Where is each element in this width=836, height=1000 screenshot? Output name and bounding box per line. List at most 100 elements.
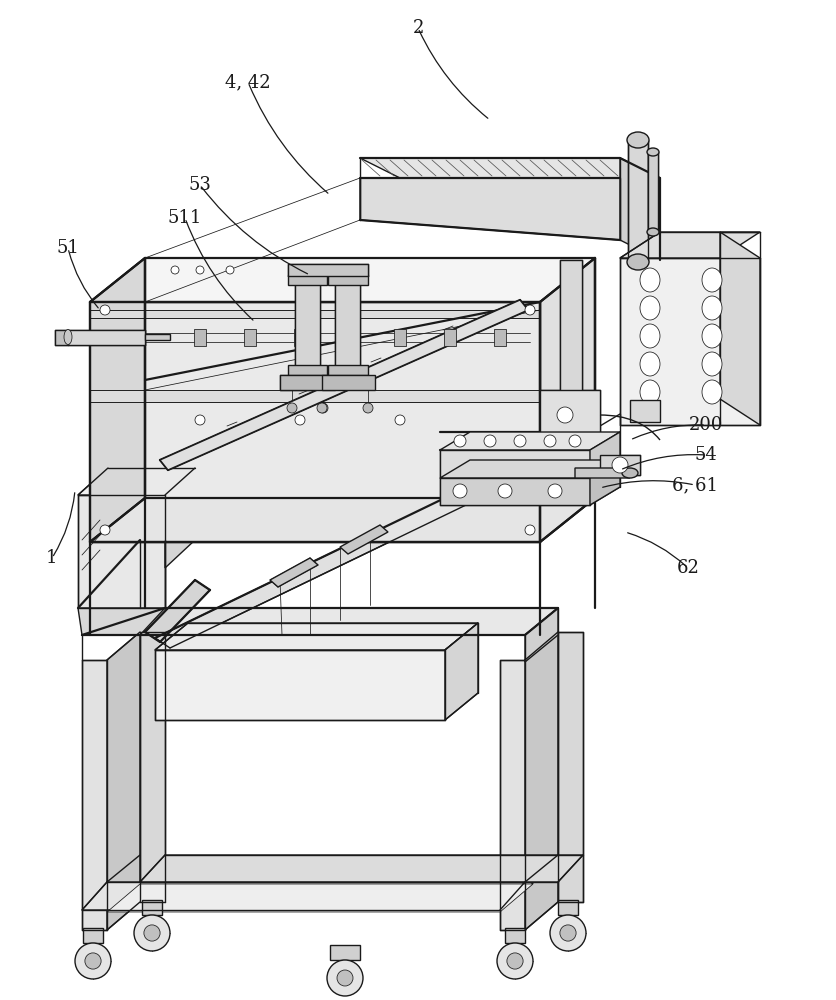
Polygon shape — [288, 275, 327, 285]
Polygon shape — [82, 660, 107, 930]
Polygon shape — [82, 882, 525, 910]
Polygon shape — [78, 468, 195, 495]
Circle shape — [327, 960, 363, 996]
Polygon shape — [165, 468, 195, 568]
Polygon shape — [330, 945, 360, 960]
Ellipse shape — [640, 296, 660, 320]
Circle shape — [144, 925, 161, 941]
Polygon shape — [360, 158, 660, 178]
Polygon shape — [90, 258, 595, 302]
Polygon shape — [344, 329, 356, 346]
Polygon shape — [68, 330, 145, 345]
Circle shape — [497, 943, 533, 979]
Polygon shape — [500, 855, 558, 910]
Ellipse shape — [640, 380, 660, 404]
Circle shape — [548, 484, 562, 498]
Text: 4, 42: 4, 42 — [225, 73, 271, 91]
Circle shape — [196, 266, 204, 274]
Polygon shape — [145, 580, 210, 642]
Polygon shape — [620, 158, 660, 260]
Polygon shape — [90, 390, 540, 402]
Polygon shape — [590, 460, 620, 505]
Polygon shape — [340, 525, 388, 554]
Circle shape — [226, 266, 234, 274]
Text: 1: 1 — [46, 549, 58, 567]
Polygon shape — [628, 140, 648, 262]
Polygon shape — [328, 275, 368, 285]
Polygon shape — [444, 329, 456, 346]
Circle shape — [560, 925, 576, 941]
Polygon shape — [394, 329, 406, 346]
Ellipse shape — [627, 132, 649, 148]
Ellipse shape — [627, 254, 649, 270]
Circle shape — [318, 403, 328, 413]
Text: 62: 62 — [676, 559, 700, 577]
Polygon shape — [90, 302, 540, 542]
Polygon shape — [142, 900, 162, 915]
Circle shape — [317, 403, 327, 413]
Ellipse shape — [64, 330, 72, 344]
Ellipse shape — [647, 228, 659, 236]
Polygon shape — [360, 178, 620, 240]
Ellipse shape — [640, 352, 660, 376]
Ellipse shape — [702, 380, 722, 404]
Ellipse shape — [640, 268, 660, 292]
Polygon shape — [155, 650, 445, 720]
Circle shape — [100, 305, 110, 315]
Text: 54: 54 — [695, 446, 717, 464]
Polygon shape — [440, 460, 620, 478]
Ellipse shape — [622, 468, 638, 478]
Polygon shape — [295, 280, 320, 370]
Polygon shape — [194, 329, 206, 346]
Polygon shape — [83, 928, 103, 943]
Polygon shape — [648, 152, 658, 232]
Polygon shape — [335, 280, 360, 370]
Polygon shape — [82, 608, 558, 635]
Text: 511: 511 — [168, 209, 202, 227]
Polygon shape — [505, 928, 525, 943]
Circle shape — [498, 484, 512, 498]
Polygon shape — [500, 660, 525, 930]
Polygon shape — [78, 608, 165, 635]
Polygon shape — [244, 329, 256, 346]
Polygon shape — [140, 855, 583, 882]
Circle shape — [85, 953, 101, 969]
Circle shape — [287, 403, 297, 413]
Circle shape — [525, 305, 535, 315]
Polygon shape — [525, 632, 558, 930]
Circle shape — [100, 525, 110, 535]
Circle shape — [557, 407, 573, 423]
Text: 2: 2 — [412, 19, 424, 37]
Polygon shape — [440, 478, 590, 505]
Polygon shape — [90, 258, 145, 542]
Ellipse shape — [647, 148, 659, 156]
Polygon shape — [620, 232, 760, 258]
Text: 53: 53 — [189, 176, 212, 194]
Circle shape — [544, 435, 556, 447]
Text: 6, 61: 6, 61 — [672, 476, 718, 494]
Polygon shape — [540, 390, 600, 440]
Polygon shape — [107, 632, 140, 930]
Circle shape — [363, 403, 373, 413]
Polygon shape — [494, 329, 506, 346]
Polygon shape — [720, 232, 760, 425]
Polygon shape — [540, 258, 595, 542]
Polygon shape — [328, 365, 368, 375]
Circle shape — [484, 435, 496, 447]
Polygon shape — [160, 300, 528, 470]
Polygon shape — [155, 623, 478, 650]
Polygon shape — [107, 884, 533, 912]
Polygon shape — [294, 329, 306, 346]
Ellipse shape — [702, 268, 722, 292]
Circle shape — [395, 415, 405, 425]
Polygon shape — [445, 623, 478, 720]
Polygon shape — [90, 498, 595, 542]
Polygon shape — [270, 558, 318, 587]
Circle shape — [195, 415, 205, 425]
Ellipse shape — [702, 324, 722, 348]
Polygon shape — [630, 400, 660, 422]
Circle shape — [612, 457, 628, 473]
Polygon shape — [558, 900, 578, 915]
Polygon shape — [288, 264, 368, 276]
Text: 51: 51 — [57, 239, 79, 257]
